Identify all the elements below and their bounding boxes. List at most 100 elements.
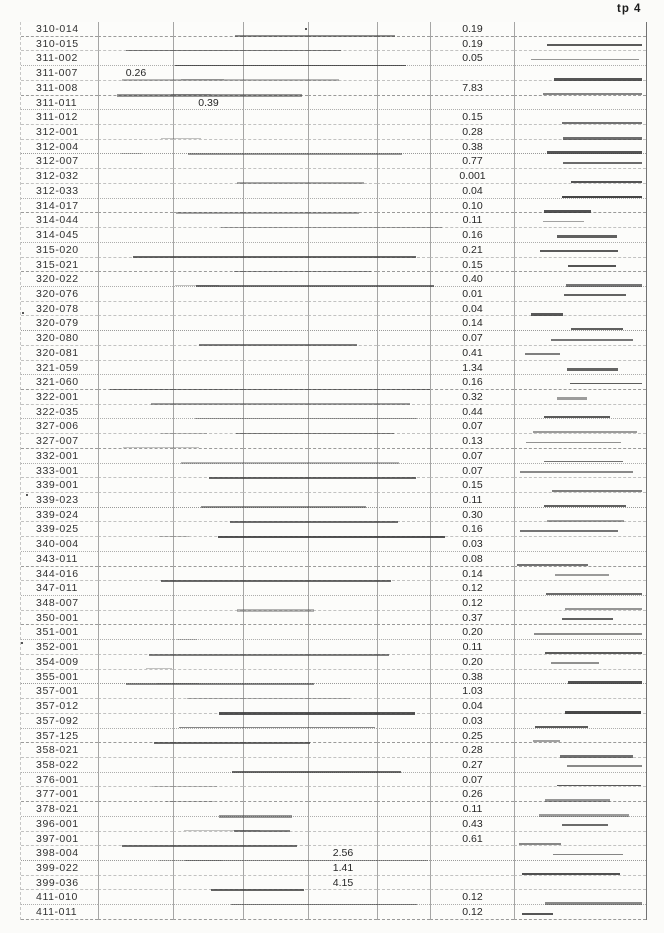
value-cell: 0.11 bbox=[430, 213, 514, 229]
code-cell: 376-001 bbox=[21, 773, 98, 788]
value-cell bbox=[377, 95, 430, 111]
value-cell bbox=[173, 846, 243, 861]
value-cell bbox=[173, 507, 243, 523]
code-cell: 357-012 bbox=[21, 699, 98, 714]
value-cell bbox=[173, 110, 243, 126]
value-cell bbox=[173, 360, 243, 376]
value-cell bbox=[98, 198, 173, 214]
value-cell bbox=[377, 610, 430, 626]
value-cell bbox=[377, 905, 430, 920]
value-cell bbox=[243, 522, 308, 538]
value-cell: 0.15 bbox=[430, 478, 514, 493]
value-cell bbox=[98, 125, 173, 140]
value-cell bbox=[308, 213, 377, 229]
value-cell bbox=[243, 301, 308, 317]
value-cell bbox=[514, 22, 646, 37]
value-cell bbox=[243, 507, 308, 523]
value-cell bbox=[173, 713, 243, 729]
value-cell bbox=[243, 331, 308, 346]
value-cell bbox=[377, 537, 430, 552]
code-cell: 314-044 bbox=[21, 213, 98, 229]
value-cell bbox=[98, 787, 173, 803]
value-cell bbox=[377, 389, 430, 405]
value-cell bbox=[377, 198, 430, 214]
value-cell bbox=[173, 802, 243, 817]
value-cell bbox=[308, 581, 377, 597]
value-cell bbox=[98, 110, 173, 126]
value-cell bbox=[98, 802, 173, 817]
code-cell: 311-011 bbox=[21, 96, 98, 111]
value-cell bbox=[173, 522, 243, 538]
value-cell bbox=[98, 360, 173, 376]
value-cell bbox=[98, 389, 173, 405]
value-cell bbox=[308, 272, 377, 287]
value-cell bbox=[514, 257, 646, 273]
value-cell bbox=[377, 66, 430, 81]
value-cell: 0.12 bbox=[430, 581, 514, 597]
value-cell bbox=[173, 125, 243, 140]
code-cell: 310-015 bbox=[21, 37, 98, 52]
value-cell bbox=[243, 816, 308, 832]
value-cell bbox=[308, 345, 377, 361]
value-cell: 0.07 bbox=[430, 448, 514, 464]
value-cell bbox=[514, 80, 646, 96]
value-cell bbox=[98, 566, 173, 582]
value-cell bbox=[98, 846, 173, 861]
value-cell bbox=[173, 448, 243, 464]
value-cell bbox=[173, 816, 243, 832]
value-cell: 0.16 bbox=[430, 522, 514, 538]
code-cell: 344-016 bbox=[21, 567, 98, 582]
value-cell bbox=[514, 228, 646, 243]
value-cell bbox=[173, 242, 243, 258]
value-cell bbox=[308, 507, 377, 523]
value-cell bbox=[98, 728, 173, 744]
value-cell: 0.30 bbox=[430, 507, 514, 523]
value-cell bbox=[173, 228, 243, 243]
value-cell: 0.12 bbox=[430, 905, 514, 920]
value-cell bbox=[173, 537, 243, 552]
value-cell bbox=[173, 272, 243, 287]
value-cell bbox=[173, 169, 243, 184]
value-cell bbox=[377, 169, 430, 184]
value-cell bbox=[514, 242, 646, 258]
value-cell bbox=[173, 493, 243, 508]
value-cell bbox=[377, 22, 430, 37]
value-cell bbox=[377, 772, 430, 788]
value-cell bbox=[173, 581, 243, 597]
value-cell bbox=[377, 80, 430, 96]
value-cell bbox=[377, 139, 430, 155]
value-cell bbox=[308, 493, 377, 508]
value-cell bbox=[243, 404, 308, 420]
value-cell bbox=[173, 728, 243, 744]
value-cell bbox=[173, 404, 243, 420]
value-cell bbox=[514, 772, 646, 788]
value-cell bbox=[308, 404, 377, 420]
value-cell bbox=[377, 846, 430, 861]
value-cell bbox=[308, 816, 377, 832]
code-cell: 322-001 bbox=[21, 390, 98, 405]
value-cell: 0.16 bbox=[430, 375, 514, 390]
code-cell: 377-001 bbox=[21, 787, 98, 803]
value-cell bbox=[98, 345, 173, 361]
value-cell bbox=[243, 139, 308, 155]
value-cell bbox=[377, 596, 430, 611]
value-cell bbox=[377, 625, 430, 641]
value-cell bbox=[308, 684, 377, 700]
value-cell bbox=[98, 434, 173, 449]
value-cell bbox=[98, 95, 173, 111]
code-cell: 311-008 bbox=[21, 81, 98, 96]
value-cell bbox=[243, 272, 308, 287]
code-cell: 358-022 bbox=[21, 758, 98, 773]
value-cell bbox=[243, 345, 308, 361]
code-cell: 320-078 bbox=[21, 302, 98, 317]
value-cell bbox=[377, 213, 430, 229]
value-cell bbox=[514, 522, 646, 538]
code-cell: 311-012 bbox=[21, 110, 98, 126]
value-cell bbox=[514, 51, 646, 67]
value-cell: 0.04 bbox=[430, 699, 514, 714]
value-cell bbox=[173, 787, 243, 803]
value-cell: 0.26 bbox=[98, 66, 173, 81]
value-cell bbox=[243, 581, 308, 597]
code-cell: 332-001 bbox=[21, 449, 98, 464]
value-cell bbox=[308, 728, 377, 744]
